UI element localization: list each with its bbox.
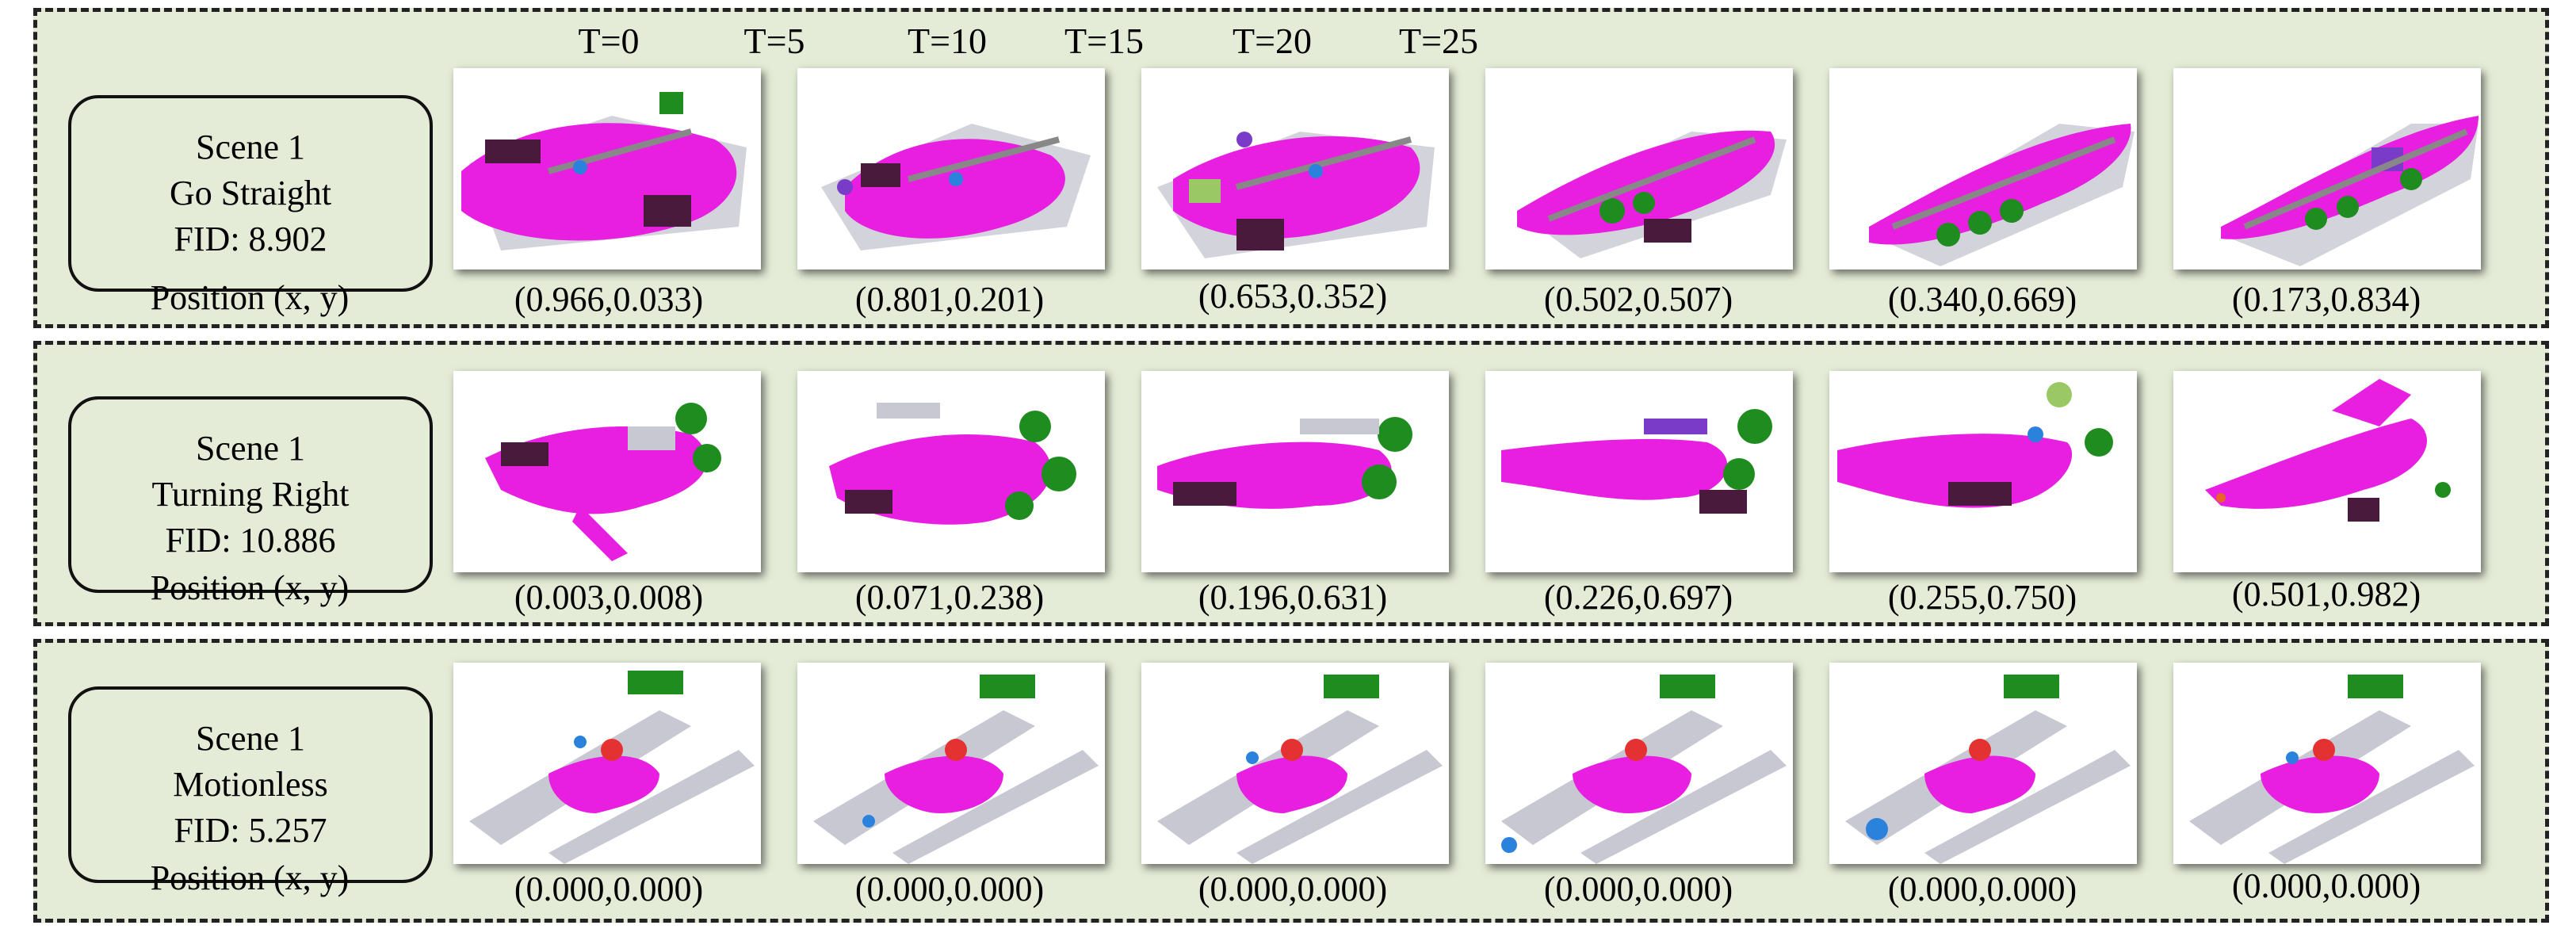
scene-thumbnail <box>1141 371 1449 572</box>
scene-thumbnail <box>1829 68 2137 270</box>
position-value: (0.801,0.201) <box>854 280 1045 319</box>
position-value: (0.501,0.982) <box>2231 575 2421 614</box>
time-header: T=10 <box>907 21 988 61</box>
position-value: (0.000,0.000) <box>854 870 1045 908</box>
motion-type: Motionless <box>173 765 328 804</box>
position-value: (0.000,0.000) <box>1887 870 2077 908</box>
scene-name: Scene 1 <box>195 128 306 166</box>
scene-thumbnail <box>1829 663 2137 864</box>
scene-thumbnail <box>1829 371 2137 572</box>
scene-name: Scene 1 <box>195 719 306 758</box>
scene-thumbnail <box>2173 68 2481 270</box>
scene-thumbnail <box>2173 371 2481 572</box>
position-value: (0.340,0.669) <box>1887 280 2077 319</box>
scene-thumbnail <box>453 371 761 572</box>
scene-thumbnail <box>1485 663 1793 864</box>
position-value: (0.173,0.834) <box>2231 280 2421 319</box>
scene-thumbnail <box>453 68 761 270</box>
motion-type: Go Straight <box>169 174 332 212</box>
scene-name: Scene 1 <box>195 429 306 468</box>
scene-thumbnail <box>1141 663 1449 864</box>
fid-score: FID: 5.257 <box>174 811 327 850</box>
position-label: Position (x, y) <box>150 278 350 317</box>
position-value: (0.226,0.697) <box>1543 578 1733 617</box>
position-value: (0.003,0.008) <box>514 578 704 617</box>
position-value: (0.196,0.631) <box>1198 578 1388 617</box>
scene-thumbnail <box>2173 663 2481 864</box>
position-value: (0.071,0.238) <box>854 578 1045 617</box>
time-header: T=0 <box>578 21 640 61</box>
scene-label-box: Scene 1 Motionless FID: 5.257 <box>68 686 433 883</box>
fid-score: FID: 10.886 <box>165 521 336 560</box>
position-value: (0.000,0.000) <box>514 870 704 908</box>
scene-thumbnail <box>1141 68 1449 270</box>
position-label: Position (x, y) <box>150 568 350 607</box>
position-value: (0.653,0.352) <box>1198 277 1388 315</box>
position-value: (0.000,0.000) <box>1198 870 1388 908</box>
fid-score: FID: 8.902 <box>174 220 327 258</box>
time-header: T=25 <box>1398 21 1479 61</box>
time-header: T=5 <box>743 21 805 61</box>
position-value: (0.000,0.000) <box>1543 870 1733 908</box>
position-value: (0.255,0.750) <box>1887 578 2077 617</box>
scene-thumbnail <box>1485 371 1793 572</box>
time-header: T=20 <box>1232 21 1313 61</box>
scene-label-box: Scene 1 Go Straight FID: 8.902 <box>68 95 433 292</box>
scene-thumbnail <box>797 371 1105 572</box>
position-value: (0.502,0.507) <box>1543 280 1733 319</box>
scene-thumbnail <box>1485 68 1793 270</box>
scene-thumbnail <box>797 68 1105 270</box>
position-label: Position (x, y) <box>150 858 350 897</box>
position-value: (0.000,0.000) <box>2231 866 2421 905</box>
time-header: T=15 <box>1064 21 1145 61</box>
motion-type: Turning Right <box>151 475 350 514</box>
position-value: (0.966,0.033) <box>514 280 704 319</box>
scene-label-box: Scene 1 Turning Right FID: 10.886 <box>68 396 433 593</box>
scene-thumbnail <box>797 663 1105 864</box>
scene-thumbnail <box>453 663 761 864</box>
